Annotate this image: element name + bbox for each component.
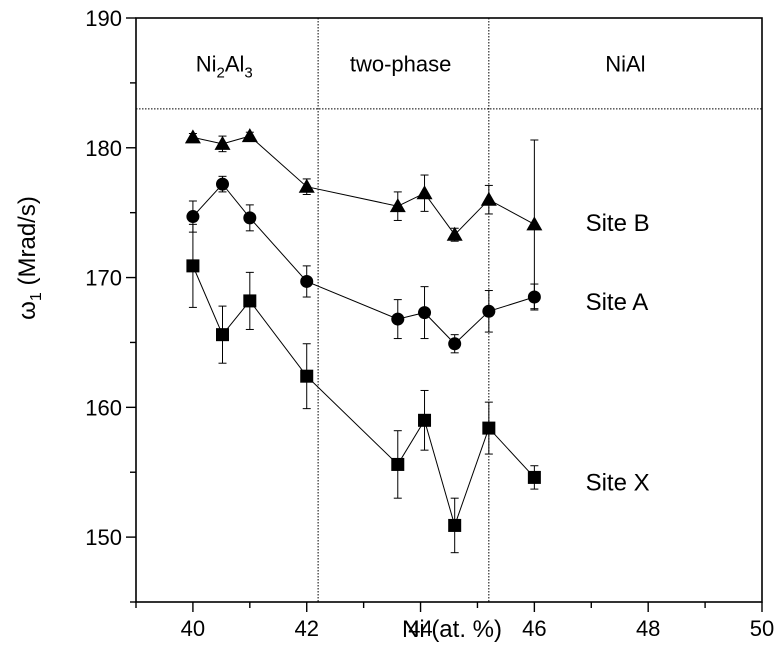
data-point: [243, 294, 257, 308]
data-point: [243, 211, 257, 225]
data-point: [241, 128, 258, 143]
data-point: [214, 135, 231, 150]
data-point: [482, 421, 496, 435]
x-axis-title: Ni (at. %): [402, 616, 502, 643]
data-point: [186, 210, 200, 224]
series-site-x: [186, 223, 541, 554]
data-point: [482, 304, 496, 318]
series-layer: [184, 128, 543, 554]
x-tick-label: 48: [636, 616, 660, 641]
y-axis-title-sub: 1: [28, 292, 45, 301]
y-tick-label: 190: [85, 6, 122, 31]
data-point: [300, 369, 314, 383]
region-label-ni2al3: Ni2Al3: [196, 51, 253, 81]
plot-frame: [135, 17, 763, 603]
data-point: [418, 413, 432, 427]
data-point: [391, 312, 405, 326]
x-tick-label: 46: [522, 616, 546, 641]
data-point: [480, 191, 497, 206]
labels-layer: Site B Site A Site X: [586, 210, 650, 497]
data-point: [300, 274, 314, 288]
series-label-site-x: Site X: [586, 470, 650, 497]
x-tick-label: 50: [750, 616, 774, 641]
series-line: [192, 183, 535, 345]
series-label-site-b: Site B: [586, 210, 650, 237]
data-point: [448, 518, 462, 532]
y-tick-label: 160: [85, 395, 122, 420]
data-point: [527, 290, 541, 304]
series-label-site-a: Site A: [586, 289, 649, 316]
data-point: [216, 328, 230, 342]
data-point: [526, 216, 543, 231]
x-tick-label: 42: [294, 616, 318, 641]
data-point: [389, 198, 406, 213]
data-point: [216, 177, 230, 191]
data-point: [446, 226, 463, 241]
plot-border: [135, 17, 763, 603]
region-label-nial: NiAl: [605, 51, 645, 76]
y-tick-label: 150: [85, 525, 122, 550]
series-site-b: [184, 128, 543, 310]
y-axis-title-main: ω: [14, 301, 41, 320]
y-axis-title-rest: (Mrad/s): [14, 196, 41, 292]
data-point: [418, 306, 432, 320]
axis-ticks: 40 42 44 46 48 50 150 160 170 180 190: [85, 6, 774, 641]
data-point: [184, 129, 201, 144]
series-site-a: [186, 175, 541, 354]
data-point: [448, 337, 462, 351]
phase-boundaries: [136, 18, 762, 602]
x-tick-label: 44: [408, 616, 432, 641]
y-tick-label: 180: [85, 136, 122, 161]
data-point: [416, 185, 433, 200]
data-point: [298, 178, 315, 193]
data-point: [186, 259, 200, 273]
x-tick-label: 40: [181, 616, 205, 641]
y-axis-title: ω1 (Mrad/s): [14, 196, 45, 320]
data-point: [391, 457, 405, 471]
y-tick-label: 170: [85, 266, 122, 291]
data-point: [527, 470, 541, 484]
region-label-two-phase: two-phase: [350, 51, 452, 76]
